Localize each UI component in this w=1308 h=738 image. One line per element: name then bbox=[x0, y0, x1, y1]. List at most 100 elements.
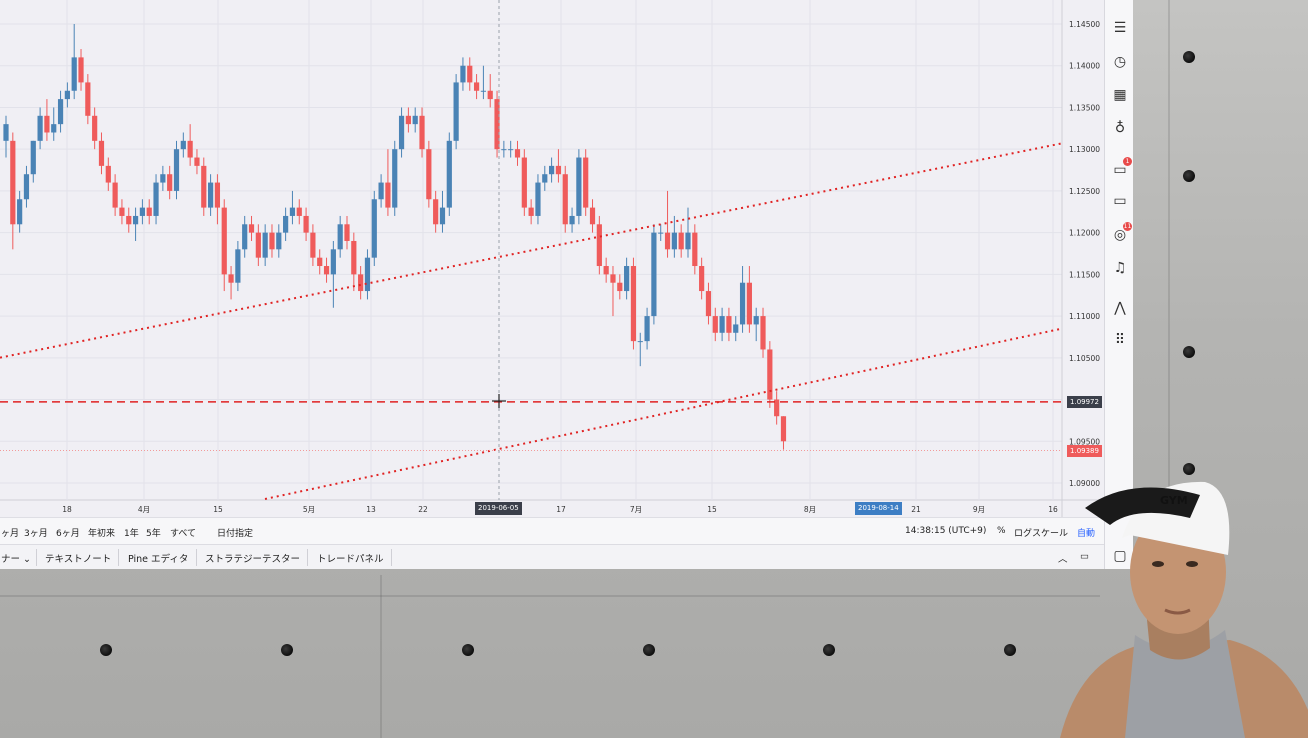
cap-text: GYM bbox=[1160, 494, 1188, 507]
range-button[interactable]: 3ヶ月 bbox=[24, 529, 48, 539]
candle-body bbox=[221, 207, 227, 275]
candle-body bbox=[480, 90, 486, 92]
divider bbox=[36, 549, 37, 566]
wall-bolt bbox=[823, 644, 835, 656]
wall-seam bbox=[1168, 0, 1170, 738]
candle-body bbox=[692, 232, 698, 267]
message-icon[interactable]: ▭ bbox=[1113, 193, 1127, 209]
time-tick: 4月 bbox=[138, 505, 150, 514]
time-tick: 5月 bbox=[303, 505, 315, 514]
wall-bolt bbox=[1183, 463, 1195, 475]
price-chart[interactable]: 1.14500 1.14000 1.13500 1.13000 1.12500 1.120… bbox=[0, 0, 1100, 517]
price-tick: 1.11500 bbox=[1069, 270, 1100, 279]
candle-body bbox=[78, 57, 84, 83]
divider bbox=[307, 549, 308, 566]
candle-body bbox=[64, 90, 70, 100]
wall-bolt bbox=[462, 644, 474, 656]
candle-body bbox=[337, 224, 343, 250]
price-tick: 1.12500 bbox=[1069, 187, 1100, 196]
calendar-icon[interactable]: ▢ bbox=[1113, 548, 1127, 564]
notification-badge: 1 bbox=[1123, 157, 1132, 166]
clock-icon[interactable]: ◷ bbox=[1113, 54, 1127, 70]
tab-screener[interactable]: ナー ⌄ bbox=[1, 551, 31, 565]
candle-body bbox=[412, 115, 418, 125]
candle-body bbox=[119, 207, 125, 216]
broadcast-icon[interactable]: ◎ bbox=[1113, 227, 1127, 243]
grid-icon[interactable]: ⠿ bbox=[1114, 332, 1126, 348]
candle-body bbox=[255, 232, 261, 258]
candle-body bbox=[712, 316, 718, 333]
divider bbox=[196, 549, 197, 566]
price-tick: 1.12000 bbox=[1069, 229, 1100, 238]
candle-body bbox=[528, 207, 534, 216]
maximize-panel-icon[interactable]: ▭ bbox=[1080, 551, 1089, 562]
candle-body bbox=[30, 140, 36, 175]
presenter: GYM bbox=[1060, 481, 1308, 738]
candle-body bbox=[126, 215, 132, 225]
candle-body bbox=[501, 149, 507, 151]
candle-body bbox=[549, 165, 555, 175]
candle-body bbox=[330, 249, 336, 275]
range-button[interactable]: 年初来 bbox=[88, 529, 116, 539]
price-tick: 1.09500 bbox=[1069, 437, 1100, 446]
chevron-down-icon: ⌄ bbox=[23, 554, 32, 565]
time-tick: 7月 bbox=[630, 505, 642, 514]
date-range-button[interactable]: 日付指定 bbox=[217, 529, 254, 539]
candle-body bbox=[535, 182, 541, 216]
candle-body bbox=[719, 316, 725, 333]
candle-body bbox=[405, 115, 411, 125]
time-tick: 9月 bbox=[973, 505, 985, 514]
range-button[interactable]: ヶ月 bbox=[1, 529, 20, 539]
wall-bolt bbox=[1183, 51, 1195, 63]
range-button[interactable]: すべて bbox=[170, 529, 197, 539]
price-tick: 1.14500 bbox=[1069, 20, 1100, 29]
range-button[interactable]: 1年 bbox=[124, 529, 139, 539]
candle-body bbox=[739, 282, 746, 325]
range-button[interactable]: 5年 bbox=[146, 529, 161, 539]
auto-scale-toggle[interactable]: 自動 bbox=[1077, 529, 1096, 539]
time-tick: 13 bbox=[366, 505, 376, 514]
candle-body bbox=[398, 115, 405, 150]
candle-body bbox=[589, 207, 596, 225]
candle-body bbox=[214, 182, 221, 208]
time-tick: 21 bbox=[911, 505, 921, 514]
tab-pine-editor[interactable]: Pine エディタ bbox=[128, 554, 189, 565]
calendar-icon[interactable]: ▦ bbox=[1113, 87, 1127, 103]
candle-body bbox=[344, 224, 350, 241]
candle-body bbox=[753, 316, 759, 325]
chat-icon[interactable]: ▭ bbox=[1113, 162, 1127, 178]
wall-bolt bbox=[1183, 170, 1195, 182]
tab-text-notes[interactable]: テキストノート bbox=[45, 554, 112, 565]
watchlist-icon[interactable]: ☰ bbox=[1113, 20, 1127, 36]
highlight-date-label: 2019-08-14 bbox=[855, 502, 902, 515]
tab-trade-panel[interactable]: トレードパネル bbox=[317, 554, 384, 565]
candle-body bbox=[310, 232, 316, 258]
candle-body bbox=[562, 174, 568, 225]
trend-icon[interactable]: ⋀ bbox=[1114, 300, 1126, 316]
lower-trendline bbox=[264, 327, 1063, 500]
wall-bolt bbox=[1004, 644, 1016, 656]
candle-body bbox=[3, 124, 9, 141]
time-tick: 17 bbox=[556, 505, 566, 514]
idea-icon[interactable]: ♁ bbox=[1114, 120, 1126, 136]
bottom-panel-tabs: ナー ⌄ テキストノート Pine エディタ ストラテジーテスター トレードパネ… bbox=[0, 544, 1104, 569]
chevron-up-icon[interactable]: ︿ bbox=[1058, 554, 1068, 565]
log-scale-toggle[interactable]: ログスケール bbox=[1014, 529, 1069, 539]
candle-body bbox=[392, 149, 398, 208]
last-price-label: 1.09389 bbox=[1067, 444, 1102, 457]
alert-icon[interactable]: ♫ bbox=[1113, 260, 1127, 276]
candle-body bbox=[385, 182, 391, 208]
tab-strategy-tester[interactable]: ストラテジーテスター bbox=[205, 554, 301, 565]
candle-body bbox=[228, 274, 234, 283]
candle-body bbox=[57, 99, 64, 125]
candle-body bbox=[194, 157, 200, 166]
crosshair-date-label: 2019-06-05 bbox=[475, 502, 522, 515]
wall-bolt bbox=[100, 644, 112, 656]
candle-body bbox=[85, 82, 91, 116]
percent-toggle[interactable]: % bbox=[997, 526, 1006, 536]
divider bbox=[118, 549, 119, 566]
candle-body bbox=[678, 232, 684, 250]
range-button[interactable]: 6ヶ月 bbox=[56, 529, 80, 539]
candle-body bbox=[576, 157, 582, 216]
candle-body bbox=[51, 124, 57, 133]
